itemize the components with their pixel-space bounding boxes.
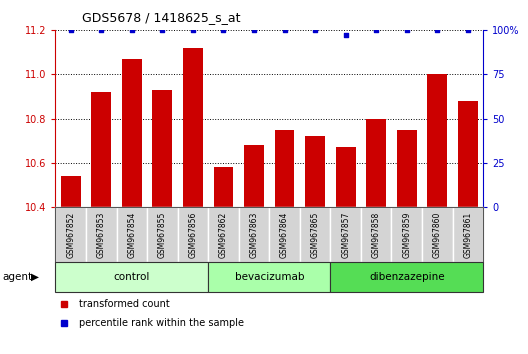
Text: control: control (114, 272, 150, 282)
Text: transformed count: transformed count (79, 299, 169, 309)
Text: GSM967855: GSM967855 (158, 211, 167, 258)
Point (219, 27, 228, 33)
Text: GSM967858: GSM967858 (372, 211, 381, 258)
Text: agent: agent (3, 272, 33, 282)
Bar (452, 207, 483, 262)
Point (402, 27, 411, 33)
Text: ▶: ▶ (31, 272, 39, 282)
Bar (55, 207, 86, 262)
Bar (91, 92, 111, 207)
Bar (275, 130, 295, 207)
Point (250, 27, 258, 33)
Bar (122, 59, 142, 207)
Point (372, 27, 380, 33)
Bar (397, 130, 417, 207)
Bar (331, 207, 361, 262)
Point (433, 27, 441, 33)
Bar (183, 48, 203, 207)
Bar (208, 207, 239, 262)
Bar (391, 207, 422, 262)
Bar (458, 101, 478, 207)
Text: GSM967853: GSM967853 (97, 211, 106, 258)
Text: GDS5678 / 1418625_s_at: GDS5678 / 1418625_s_at (82, 11, 240, 24)
Bar (366, 119, 386, 207)
Bar (300, 207, 331, 262)
Bar (86, 207, 117, 262)
Text: GSM967861: GSM967861 (464, 211, 473, 258)
Bar (213, 167, 233, 207)
Point (464, 27, 472, 33)
Point (97, 27, 106, 33)
Bar (331, 262, 483, 292)
Text: GSM967859: GSM967859 (402, 211, 411, 258)
Bar (208, 262, 331, 292)
Text: GSM967865: GSM967865 (310, 211, 319, 258)
Bar (117, 207, 147, 262)
Bar (177, 207, 208, 262)
Bar (147, 207, 177, 262)
Text: percentile rank within the sample: percentile rank within the sample (79, 318, 244, 328)
Bar (422, 207, 452, 262)
Point (128, 27, 136, 33)
Text: GSM967856: GSM967856 (188, 211, 197, 258)
Text: dibenzazepine: dibenzazepine (369, 272, 445, 282)
Text: bevacizumab: bevacizumab (234, 272, 304, 282)
Bar (153, 90, 172, 207)
Point (342, 33, 350, 38)
Text: GSM967864: GSM967864 (280, 211, 289, 258)
Point (280, 27, 289, 33)
Bar (361, 207, 391, 262)
Point (188, 27, 197, 33)
Point (67, 27, 75, 33)
Bar (61, 176, 81, 207)
Bar (427, 74, 447, 207)
Text: GSM967863: GSM967863 (250, 211, 259, 258)
Text: GSM967852: GSM967852 (66, 211, 75, 258)
Bar (305, 136, 325, 207)
Text: GSM967862: GSM967862 (219, 211, 228, 258)
Text: GSM967854: GSM967854 (127, 211, 136, 258)
Bar (244, 145, 264, 207)
Bar (269, 207, 300, 262)
Point (158, 27, 167, 33)
Text: GSM967857: GSM967857 (341, 211, 350, 258)
Point (311, 27, 319, 33)
Text: GSM967860: GSM967860 (433, 211, 442, 258)
Bar (336, 147, 355, 207)
Bar (55, 262, 208, 292)
Bar (239, 207, 269, 262)
